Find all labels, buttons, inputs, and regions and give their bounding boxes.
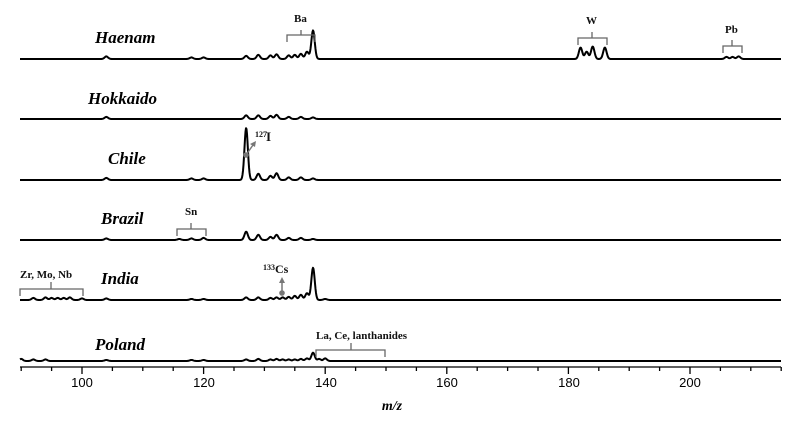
annotation-iodine: 127 I (243, 129, 271, 158)
trace-poland (19, 351, 782, 362)
bracket-sn (176, 223, 207, 236)
bracket-pb (722, 40, 743, 53)
tick-label-200: 200 (679, 375, 701, 390)
trace-haenam (19, 29, 782, 60)
annotation-lanthanides: La, Ce, lanthanides (315, 330, 408, 357)
trace-india (19, 266, 782, 301)
sample-label-brazil: Brazil (100, 209, 144, 228)
annotation-cesium: 133 Cs (263, 262, 289, 296)
tick-label-120: 120 (193, 375, 215, 390)
tick-label-100: 100 (71, 375, 93, 390)
svg-text:127: 127 (255, 130, 267, 139)
svg-text:Cs: Cs (275, 262, 289, 276)
bracket-lanthanides (315, 343, 386, 357)
svg-text:Pb: Pb (725, 24, 738, 36)
x-axis-title: m/z (382, 399, 403, 414)
tick-label-160: 160 (436, 375, 458, 390)
annotation-sn: Sn (176, 206, 207, 236)
sample-label-chile: Chile (108, 149, 146, 168)
tick-label-140: 140 (315, 375, 337, 390)
svg-text:133: 133 (263, 263, 275, 272)
svg-text:W: W (586, 15, 597, 27)
sample-label-poland: Poland (94, 335, 146, 354)
annotation-ba: Ba (286, 13, 316, 42)
svg-text:Ba: Ba (294, 13, 307, 25)
x-axis: 100 120 140 160 180 200 m/z (20, 366, 782, 414)
trace-hokkaido (19, 113, 782, 120)
spectra-traces (19, 29, 782, 362)
sample-label-india: India (100, 269, 139, 288)
trace-chile (19, 127, 782, 181)
svg-text:Sn: Sn (185, 206, 197, 218)
svg-text:Zr, Mo, Nb: Zr, Mo, Nb (20, 269, 72, 281)
annotation-zr-mo-nb: Zr, Mo, Nb (19, 269, 84, 296)
svg-text:I: I (266, 129, 271, 144)
tick-label-180: 180 (558, 375, 580, 390)
sample-label-haenam: Haenam (94, 28, 155, 47)
svg-text:La, Ce, lanthanides: La, Ce, lanthanides (316, 330, 408, 342)
annotation-pb: Pb (722, 24, 743, 53)
arrow-icon (250, 141, 256, 147)
trace-brazil (19, 230, 782, 241)
sample-label-hokkaido: Hokkaido (87, 89, 157, 108)
bracket-zr-mo-nb (19, 282, 84, 296)
bracket-ba (286, 30, 316, 42)
x-axis-ticks (20, 367, 782, 374)
annotation-w: W (577, 15, 608, 45)
arrow-icon (279, 277, 285, 283)
bracket-w (577, 32, 608, 45)
